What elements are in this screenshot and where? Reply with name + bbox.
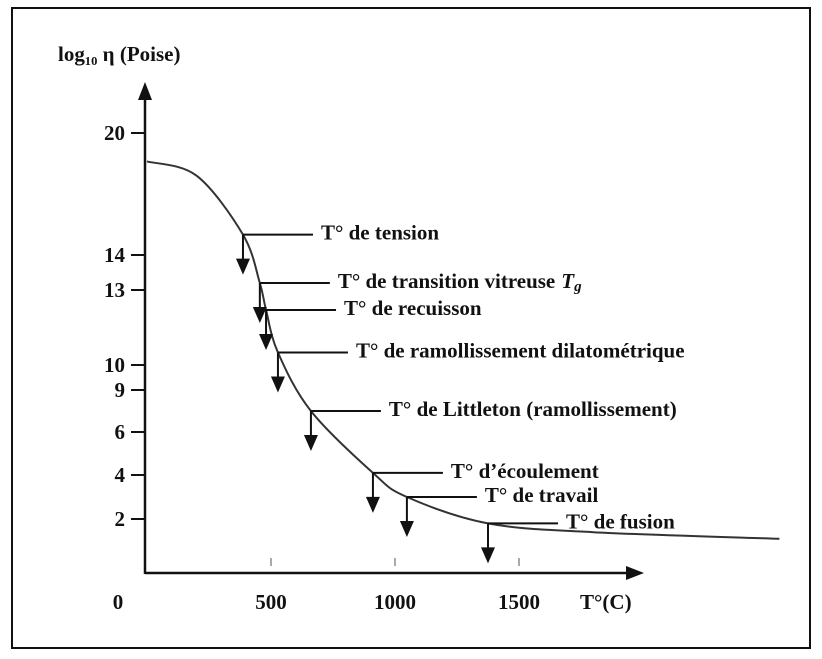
annotation-label: T° de travail — [485, 483, 599, 507]
y-tick-label: 4 — [115, 463, 126, 487]
x-arrow — [626, 566, 644, 580]
arrow-head — [259, 334, 274, 350]
annotation: T° de ramollissement dilatométrique — [270, 338, 685, 393]
annotation-text: T° d’écoulement — [451, 459, 599, 483]
annotation: T° de recuisson — [259, 296, 482, 350]
annotation: T° de travail — [399, 483, 599, 537]
annotation-label: T° de recuisson — [344, 296, 482, 320]
annotation-text: T° de travail — [485, 483, 599, 507]
annotation-text: T° de fusion — [566, 509, 675, 533]
annotation-label: T° de fusion — [566, 509, 675, 533]
y-tick-label: 13 — [104, 278, 125, 302]
x-tick-label: 1500 — [498, 590, 540, 614]
x-tick-label: 0 — [113, 590, 124, 614]
annotation: T° d’écoulement — [365, 459, 599, 513]
annotation-text: T° de transition vitreuse — [338, 269, 555, 293]
y-tick-label: 2 — [115, 507, 126, 531]
arrow-head — [252, 307, 267, 323]
x-tick-label: 1000 — [374, 590, 416, 614]
y-tick-label: 20 — [104, 121, 125, 145]
arrow-head — [365, 496, 380, 513]
annotation-label: T° de ramollissement dilatométrique — [356, 338, 685, 362]
arrow-head — [399, 521, 414, 537]
annotation: T° de fusion — [481, 509, 675, 564]
annotation-text: T° de Littleton (ramollissement) — [389, 397, 677, 421]
symbol: T — [561, 269, 575, 293]
x-axis-label: T°(C) — [580, 590, 632, 614]
annotation-label: T° de tension — [321, 220, 439, 244]
frame — [11, 7, 811, 649]
annotation-text: T° de ramollissement dilatométrique — [356, 338, 685, 362]
annotation-label: T° de transition vitreuse Tg — [338, 269, 582, 296]
y-tick-label: 10 — [104, 353, 125, 377]
annotation-label: T° de Littleton (ramollissement) — [389, 397, 677, 421]
arrow-head — [270, 376, 285, 393]
annotation-text: T° de recuisson — [344, 296, 482, 320]
arrow-head — [235, 258, 250, 275]
y-tick-label: 9 — [115, 378, 126, 402]
annotation: T° de transition vitreuse Tg — [252, 269, 582, 323]
x-tick-label: 500 — [255, 590, 287, 614]
y-tick-label: 6 — [115, 420, 126, 444]
annotation: T° de Littleton (ramollissement) — [303, 397, 677, 451]
arrow-head — [303, 435, 318, 451]
annotation-label: T° d’écoulement — [451, 459, 599, 483]
y-axis-label: log₁₀ η (Poise) — [58, 42, 181, 66]
arrow-head — [481, 547, 495, 564]
y-arrow — [138, 82, 152, 100]
subscript: g — [573, 279, 582, 295]
annotation: T° de tension — [235, 220, 439, 275]
annotation-text: T° de tension — [321, 220, 439, 244]
y-tick-label: 14 — [104, 243, 126, 267]
